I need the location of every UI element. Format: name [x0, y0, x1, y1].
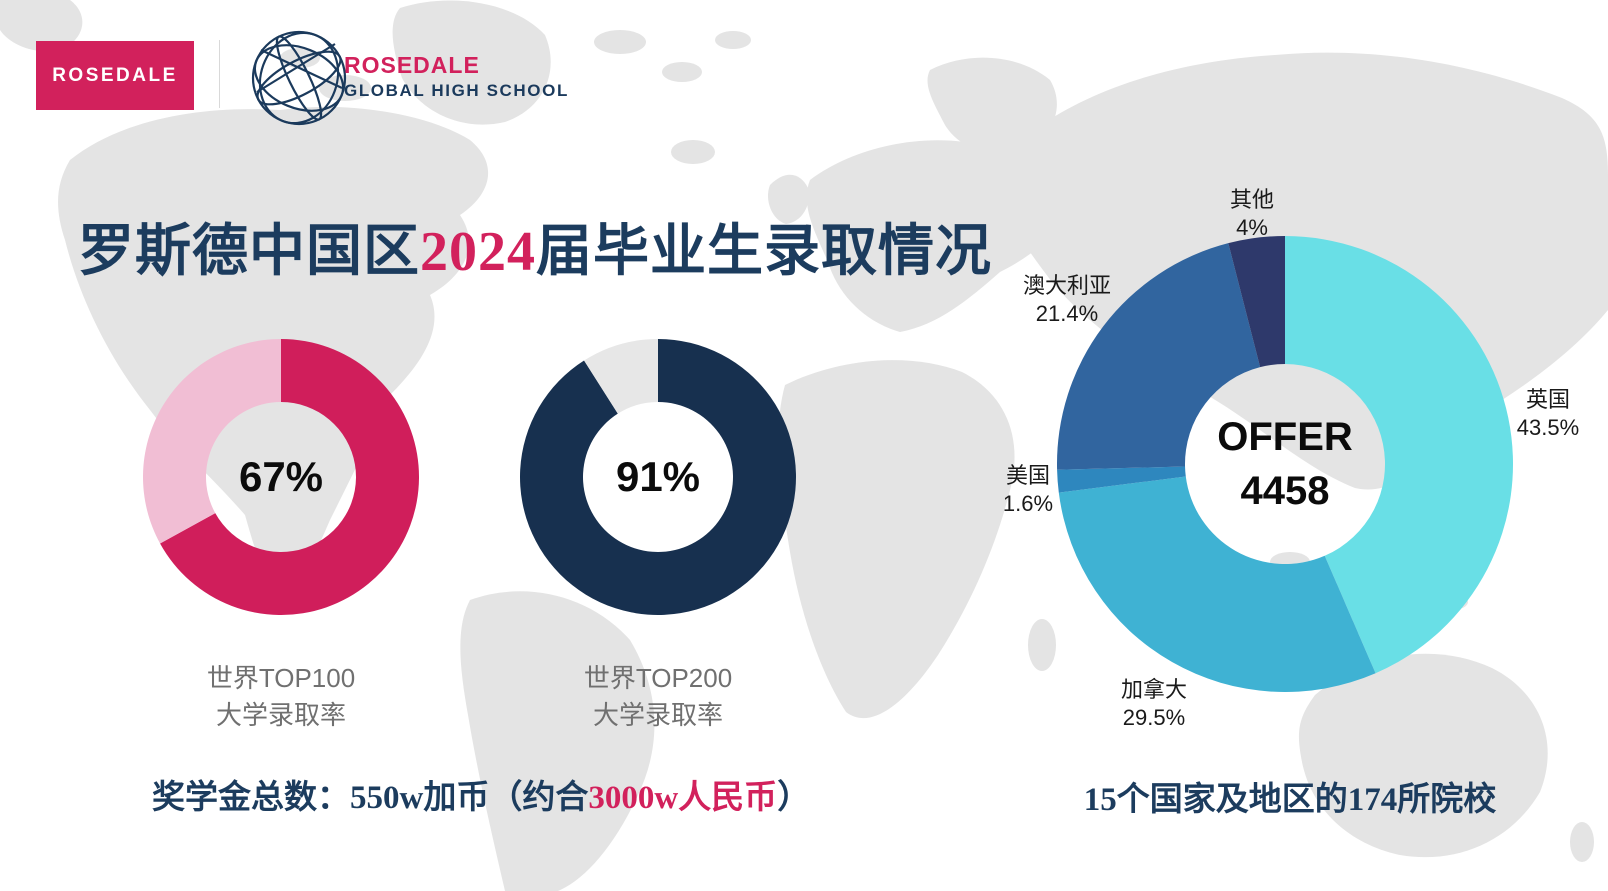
- scholarship-suffix: ）: [777, 780, 811, 816]
- pie-label-australia: 澳大利亚 21.4%: [1023, 272, 1111, 328]
- donut-top200-caption: 世界TOP200 大学录取率: [584, 660, 732, 734]
- donut-segment-remainder: [143, 339, 281, 544]
- caption-line: 世界TOP200: [583, 663, 733, 693]
- donut-chart-top200-svg: [520, 339, 796, 615]
- brand-name: ROSEDALE: [344, 52, 480, 78]
- map-uk: [767, 174, 809, 224]
- pie-label-canada: 加拿大 29.5%: [1121, 676, 1187, 732]
- pie-label-name: 美国: [1005, 463, 1050, 488]
- caption-line: 大学录取率: [215, 700, 347, 730]
- scholarship-highlight: 3000w人民币: [588, 780, 778, 816]
- pie-label-value: 43.5%: [1516, 415, 1580, 440]
- logo-divider: [219, 40, 220, 108]
- page-title: 罗斯德中国区2024届毕业生录取情况: [78, 206, 992, 287]
- title-part2: 届毕业生录取情况: [536, 221, 992, 283]
- pie-label-uk: 英国 43.5%: [1517, 386, 1579, 442]
- pie-label-name: 澳大利亚: [1022, 273, 1112, 298]
- donut-segment-admitted: [520, 339, 796, 615]
- brand-text-block: ROSEDALE GLOBAL HIGH SCHOOL: [344, 52, 569, 100]
- donut-segment-澳大利亚: [1057, 243, 1261, 470]
- map-africa: [778, 360, 1015, 719]
- pie-label-value: 29.5%: [1122, 705, 1186, 730]
- pie-label-value: 4%: [1236, 215, 1268, 240]
- title-part1: 罗斯德中国区: [78, 221, 420, 283]
- pie-label-name: 加拿大: [1120, 677, 1188, 702]
- map-scandinavia: [927, 57, 1057, 154]
- donut-segment-remainder: [584, 339, 658, 414]
- globe-icon: [251, 30, 347, 126]
- donut-chart-offers-svg: [1057, 236, 1513, 692]
- map-island: [594, 30, 646, 54]
- map-island: [662, 62, 702, 82]
- map-new-zealand: [1570, 822, 1594, 862]
- donut-chart-top200: 91%: [520, 339, 796, 615]
- map-arctic-corner: [0, 0, 83, 52]
- donut-chart-top100-svg: [143, 339, 419, 615]
- donut-segment-其他: [1228, 236, 1285, 368]
- donut-chart-offers: OFFER 4458: [1057, 236, 1513, 692]
- rosedale-logo-box-label: ROSEDALE: [52, 64, 178, 86]
- map-south-america: [460, 591, 655, 891]
- pie-label-usa: 美国 1.6%: [1003, 462, 1053, 518]
- map-madagascar: [1028, 619, 1056, 671]
- donut-chart-top100: 67%: [143, 339, 419, 615]
- brand-subtitle: GLOBAL HIGH SCHOOL: [344, 81, 569, 100]
- donut-segment-admitted: [160, 339, 419, 615]
- pie-label-other: 其他 4%: [1230, 186, 1274, 242]
- map-greenland: [392, 0, 551, 125]
- donut-segment-加拿大: [1058, 476, 1376, 692]
- rosedale-logo-box: ROSEDALE: [36, 41, 194, 110]
- donut-segment-英国: [1285, 236, 1513, 674]
- map-iceland: [671, 140, 715, 164]
- caption-line: 大学录取率: [592, 700, 724, 730]
- pie-label-name: 英国: [1525, 387, 1571, 412]
- map-australia: [1298, 653, 1548, 858]
- donut-segment-美国: [1057, 466, 1186, 493]
- title-highlight-year: 2024: [420, 221, 536, 283]
- donut-top100-caption: 世界TOP100 大学录取率: [207, 660, 355, 734]
- scholarship-total-text: 奖学金总数：550w加币（约合3000w人民币）: [152, 770, 810, 818]
- scholarship-prefix: 奖学金总数：550w加币（约合: [152, 780, 589, 816]
- pie-label-value: 1.6%: [1002, 491, 1054, 516]
- countries-schools-text: 15个国家及地区的174所院校: [1083, 782, 1497, 818]
- caption-line: 世界TOP100: [206, 663, 356, 693]
- map-island: [715, 31, 751, 49]
- pie-label-value: 21.4%: [1035, 301, 1099, 326]
- pie-label-name: 其他: [1229, 187, 1275, 212]
